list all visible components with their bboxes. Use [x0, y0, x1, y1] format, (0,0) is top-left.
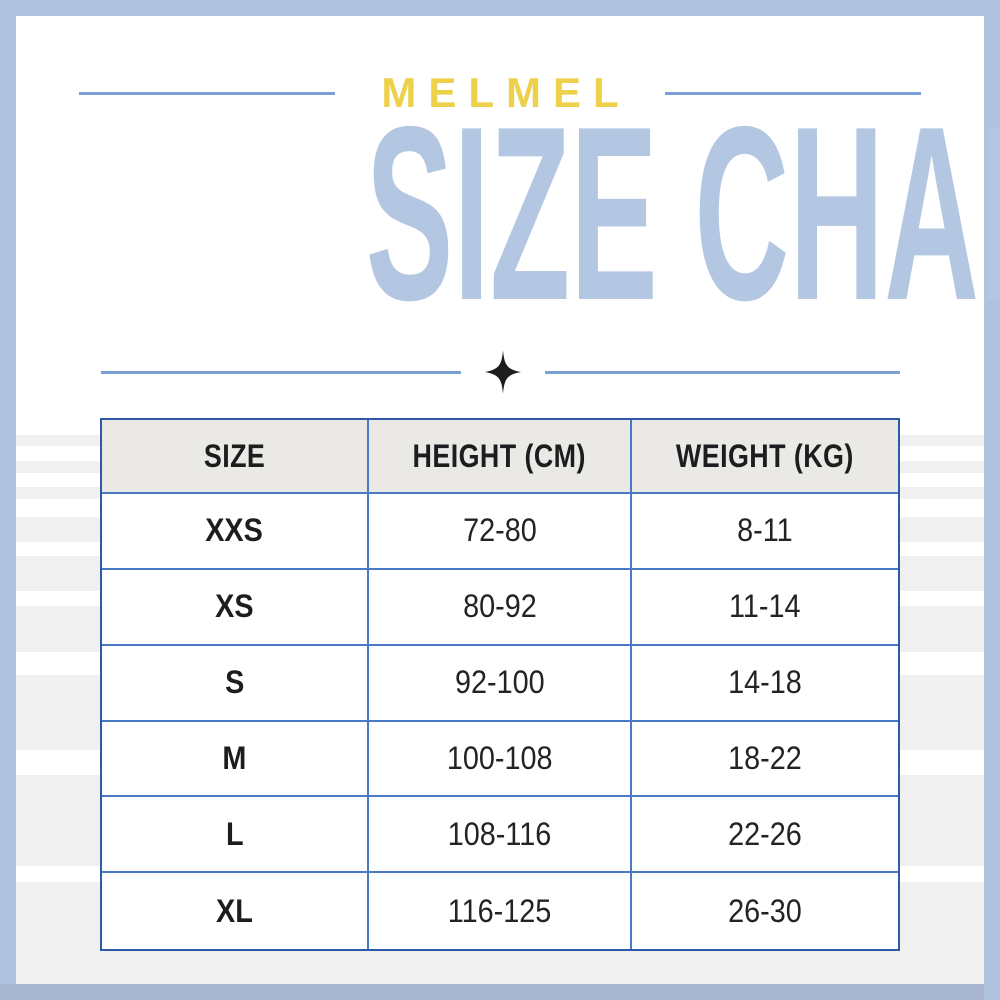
weight-cell: 14-18 — [632, 645, 898, 722]
weight-cell: 26-30 — [632, 873, 898, 949]
header-cell-weight: WEIGHT (KG) — [632, 420, 898, 494]
size-table: SIZE HEIGHT (CM) WEIGHT (KG) XXS 72-80 8… — [100, 418, 900, 951]
header-cell-height: HEIGHT (CM) — [368, 420, 633, 494]
divider-line-right — [544, 370, 900, 374]
brand-name: MELMEL — [381, 69, 631, 116]
height-cell: 116-125 — [368, 873, 633, 949]
height-cell: 72-80 — [368, 494, 633, 570]
weight-cell: 22-26 — [632, 797, 898, 874]
size-chart-card: MELMEL SIZE CHART SIZE HEIGHT (CM) WEIGH… — [16, 16, 1000, 984]
header-cell-size: SIZE — [102, 420, 369, 494]
height-cell: 80-92 — [368, 569, 633, 646]
size-cell: S — [102, 645, 369, 722]
size-cell: M — [102, 721, 369, 798]
size-cell: XXS — [102, 494, 369, 570]
size-cell: XL — [102, 873, 369, 949]
brand-row: MELMEL — [16, 66, 984, 120]
frame-bottom-band — [0, 984, 984, 1000]
size-cell: XS — [102, 569, 369, 646]
height-cell: 100-108 — [368, 721, 633, 798]
height-cell: 108-116 — [368, 797, 633, 874]
brand-divider-right — [664, 91, 921, 95]
size-cell: L — [102, 797, 369, 874]
divider-line-left — [100, 370, 461, 374]
title-divider — [16, 350, 984, 394]
brand-divider-left — [79, 91, 336, 95]
weight-cell: 11-14 — [632, 569, 898, 646]
sparkle-star-icon — [484, 350, 521, 394]
weight-cell: 18-22 — [632, 721, 898, 798]
weight-cell: 8-11 — [632, 494, 898, 570]
height-cell: 92-100 — [368, 645, 633, 722]
page-title: SIZE CHART — [365, 74, 1000, 352]
